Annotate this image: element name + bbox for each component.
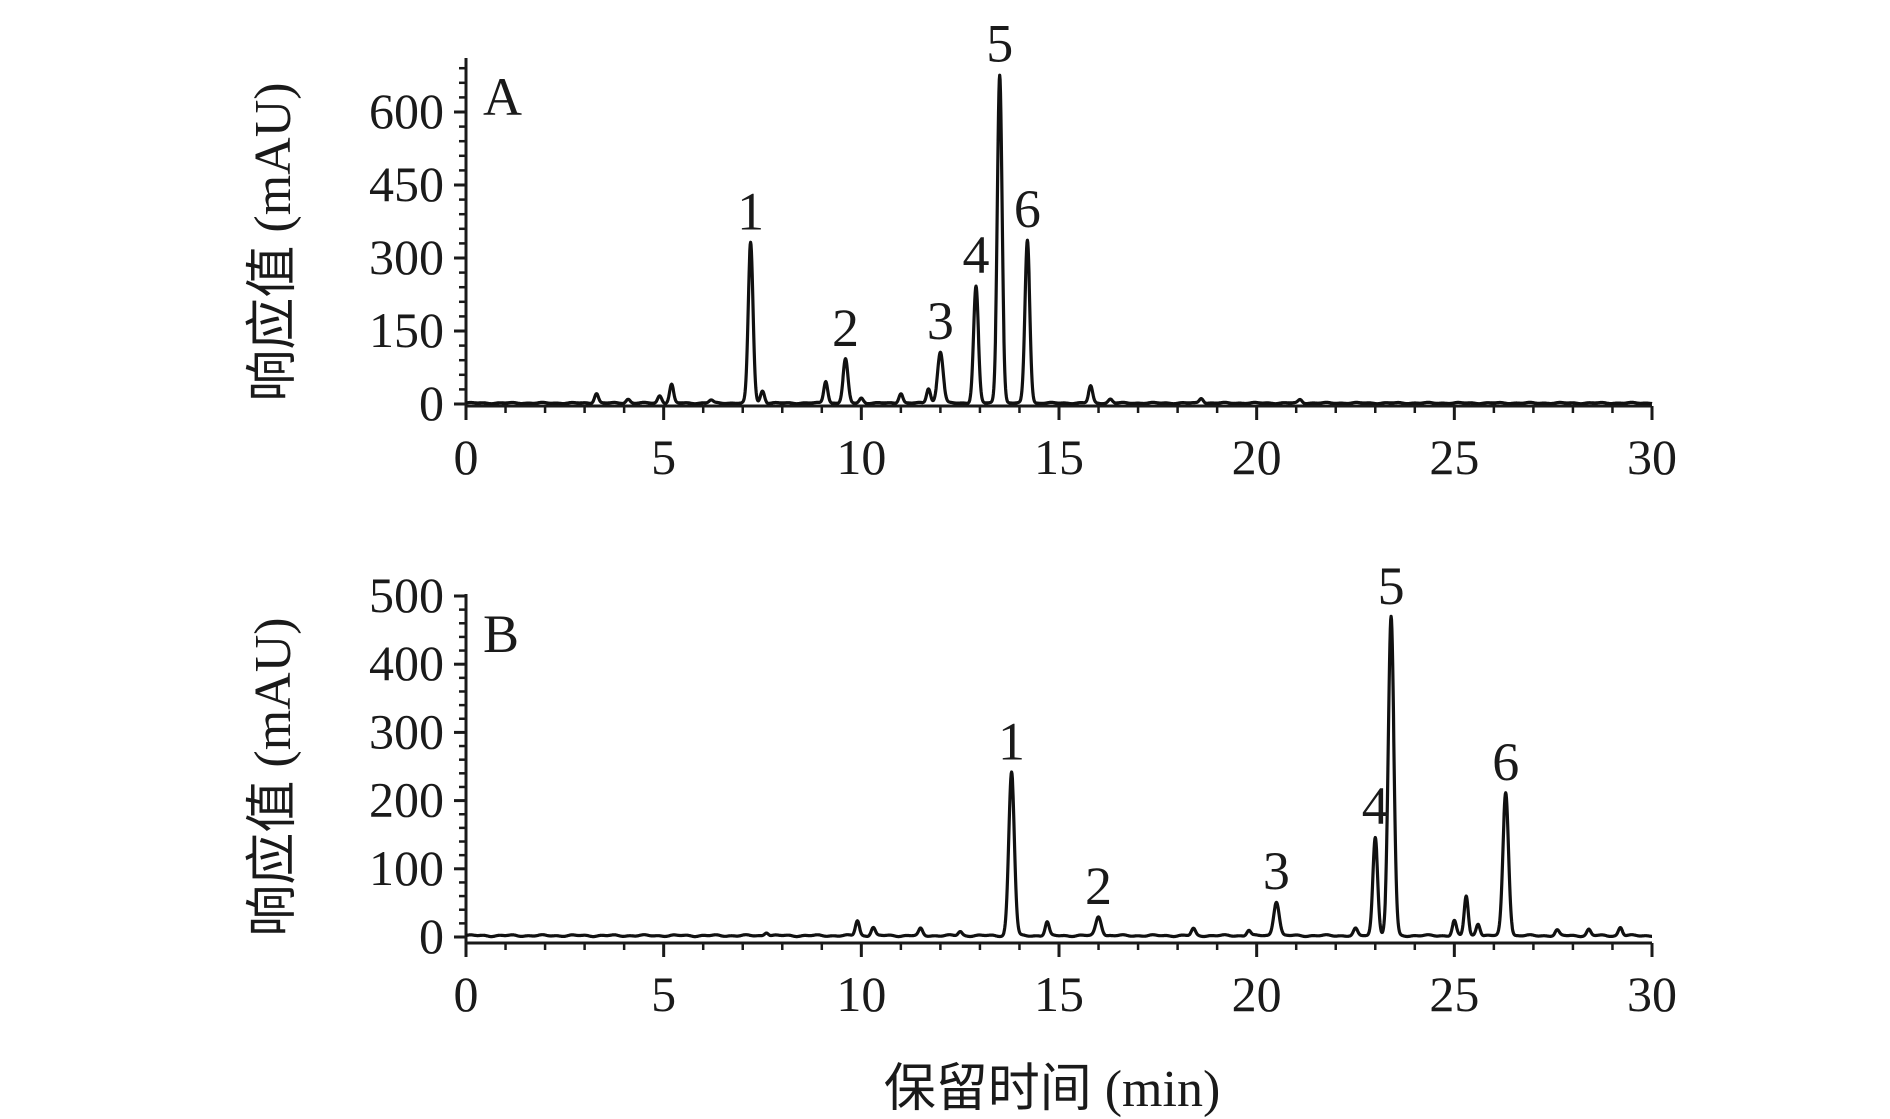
panel-label-a: A	[483, 67, 522, 127]
peak-label-a-6: 6	[1014, 179, 1041, 239]
y-tick-label-a: 450	[369, 156, 444, 212]
y-tick-label-b: 400	[369, 635, 444, 691]
peak-label-b-6: 6	[1492, 732, 1519, 792]
peak-label-b-3: 3	[1263, 841, 1290, 901]
chart-panel-b: B 响应值 (mAU) 保留时间 (min) 0 100 200 300 400 500 0…	[245, 556, 1677, 1118]
x-tick-label-a: 15	[1034, 429, 1084, 485]
peak-label-a-1: 1	[737, 181, 764, 241]
y-tick-label-b: 200	[369, 772, 444, 828]
chart-panel-a: A 响应值 (mAU) 0 150 300 450 600 0 5 10 15 20 25 30 1 2 3…	[245, 14, 1677, 486]
y-tick-label-b: 100	[369, 840, 444, 896]
x-tick-label-b: 10	[836, 966, 886, 1022]
x-tick-label-b: 0	[454, 966, 479, 1022]
y-axis-title-a: 响应值 (mAU)	[245, 82, 302, 401]
y-tick-label-a: 150	[369, 302, 444, 358]
x-tick-label-b: 15	[1034, 966, 1084, 1022]
x-tick-label-a: 30	[1627, 429, 1677, 485]
x-tick-label-b: 5	[651, 966, 676, 1022]
peak-label-b-4: 4	[1362, 776, 1389, 836]
peak-label-a-3: 3	[927, 291, 954, 351]
x-tick-label-a: 5	[651, 429, 676, 485]
chromatogram-trace-a	[464, 73, 1654, 406]
y-tick-label-b: 300	[369, 703, 444, 759]
x-tick-label-a: 10	[836, 429, 886, 485]
x-tick-label-b: 30	[1627, 966, 1677, 1022]
y-axis-title-b: 响应值 (mAU)	[245, 617, 302, 936]
y-tick-label-b: 0	[419, 908, 444, 964]
chromatogram-trace-b	[464, 614, 1654, 939]
y-tick-label-a: 300	[369, 229, 444, 285]
x-tick-label-a: 0	[454, 429, 479, 485]
peak-label-b-1: 1	[998, 711, 1025, 771]
x-tick-label-b: 20	[1232, 966, 1282, 1022]
peak-label-a-4: 4	[962, 225, 989, 285]
x-tick-label-a: 20	[1232, 429, 1282, 485]
y-tick-label-b: 500	[369, 567, 444, 623]
peak-label-a-5: 5	[986, 14, 1013, 74]
y-tick-label-a: 0	[419, 375, 444, 431]
peak-label-a-2: 2	[832, 298, 859, 358]
x-axis-title-b: 保留时间 (min)	[884, 1061, 1221, 1118]
peak-label-b-2: 2	[1085, 856, 1112, 916]
peak-label-b-5: 5	[1378, 556, 1405, 616]
y-tick-label-a: 600	[369, 83, 444, 139]
panel-label-b: B	[483, 604, 519, 664]
x-tick-label-a: 25	[1429, 429, 1479, 485]
x-tick-label-b: 25	[1429, 966, 1479, 1022]
